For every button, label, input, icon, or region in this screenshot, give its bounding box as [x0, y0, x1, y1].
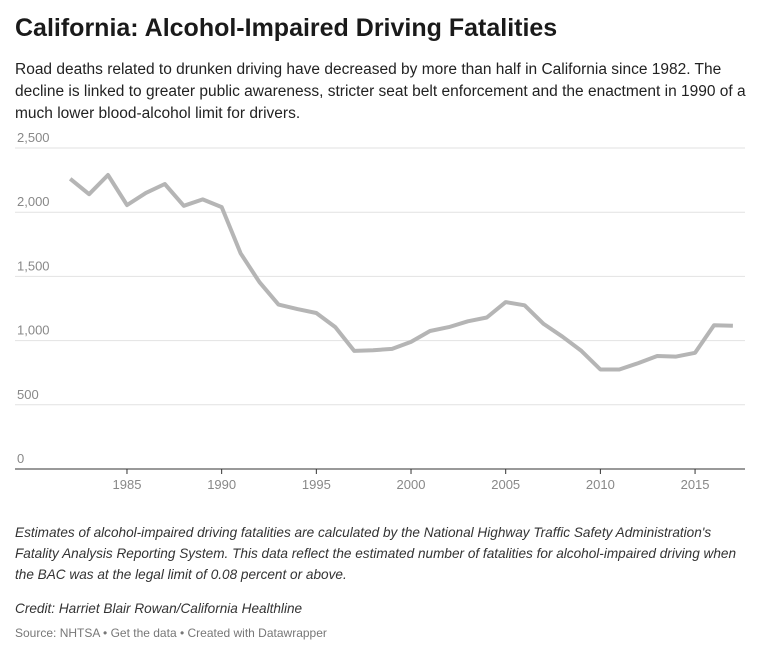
chart-source: Source: NHTSA • Get the data • Created w… [15, 626, 327, 640]
y-tick-label: 2,500 [17, 130, 50, 145]
y-tick-label: 0 [17, 451, 24, 466]
chart-credit: Credit: Harriet Blair Rowan/California H… [15, 601, 303, 616]
data-line [68, 173, 733, 372]
x-tick-label: 1985 [113, 477, 142, 492]
chart-subtitle: Road deaths related to drunken driving h… [15, 61, 746, 122]
x-tick-label: 2000 [397, 477, 426, 492]
y-tick-label: 2,000 [17, 194, 50, 209]
chart-title: California: Alcohol-Impaired Driving Fat… [15, 14, 558, 42]
x-tick-label: 2005 [491, 477, 520, 492]
y-tick-label: 1,500 [17, 258, 50, 273]
x-tick-label: 2015 [681, 477, 710, 492]
chart-note: Estimates of alcohol-impaired driving fa… [15, 525, 737, 582]
x-tick-label: 1990 [207, 477, 236, 492]
x-tick-label: 2010 [586, 477, 615, 492]
y-tick-label: 1,000 [17, 323, 50, 338]
y-tick-label: 500 [17, 387, 39, 402]
x-tick-label: 1995 [302, 477, 331, 492]
